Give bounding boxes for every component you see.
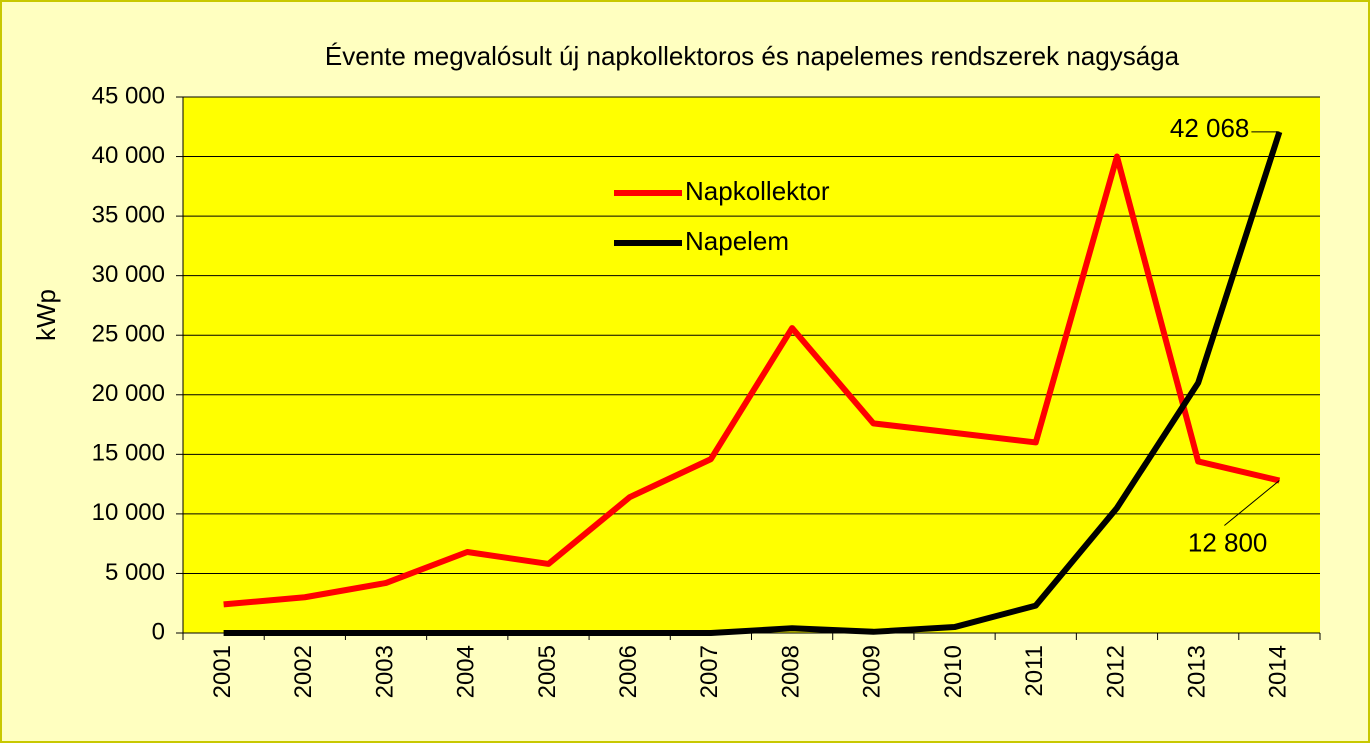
legend-label: Napelem: [685, 226, 789, 256]
x-tick-label: 2014: [1265, 645, 1292, 698]
x-tick-label: 2007: [696, 645, 723, 698]
x-tick-label: 2004: [453, 645, 480, 698]
leader-line: [1224, 480, 1280, 526]
x-tick-label: 2012: [1102, 645, 1129, 698]
y-tick-label: 10 000: [92, 499, 165, 526]
y-tick-label: 25 000: [92, 321, 165, 348]
chart-title: Évente megvalósult új napkollektoros és …: [325, 41, 1180, 71]
x-tick-label: 2010: [940, 645, 967, 698]
y-axis-label: kWp: [31, 289, 61, 341]
x-tick-label: 2006: [615, 645, 642, 698]
x-tick-label: 2002: [290, 645, 317, 698]
y-tick-label: 20 000: [92, 380, 165, 407]
y-tick-label: 35 000: [92, 201, 165, 228]
x-tick-label: 2008: [777, 645, 804, 698]
data-label: 12 800: [1188, 527, 1268, 557]
y-tick-label: 30 000: [92, 261, 165, 288]
y-tick-label: 0: [152, 618, 165, 645]
x-tick-label: 2003: [371, 645, 398, 698]
series-line: [223, 130, 1283, 636]
y-tick-label: 15 000: [92, 440, 165, 467]
x-tick-label: 2011: [1021, 645, 1048, 697]
x-tick-label: 2001: [209, 645, 236, 698]
x-tick-label: 2005: [534, 645, 561, 698]
x-tick-label: 2013: [1184, 645, 1211, 698]
data-label: 42 068: [1170, 113, 1250, 143]
y-tick-label: 40 000: [92, 142, 165, 169]
legend-label: Napkollektor: [685, 176, 830, 206]
y-tick-label: 45 000: [92, 82, 165, 109]
plot-area: [183, 97, 1320, 633]
y-tick-label: 5 000: [105, 559, 165, 586]
x-tick-label: 2009: [859, 645, 886, 698]
series-line: [223, 153, 1281, 608]
